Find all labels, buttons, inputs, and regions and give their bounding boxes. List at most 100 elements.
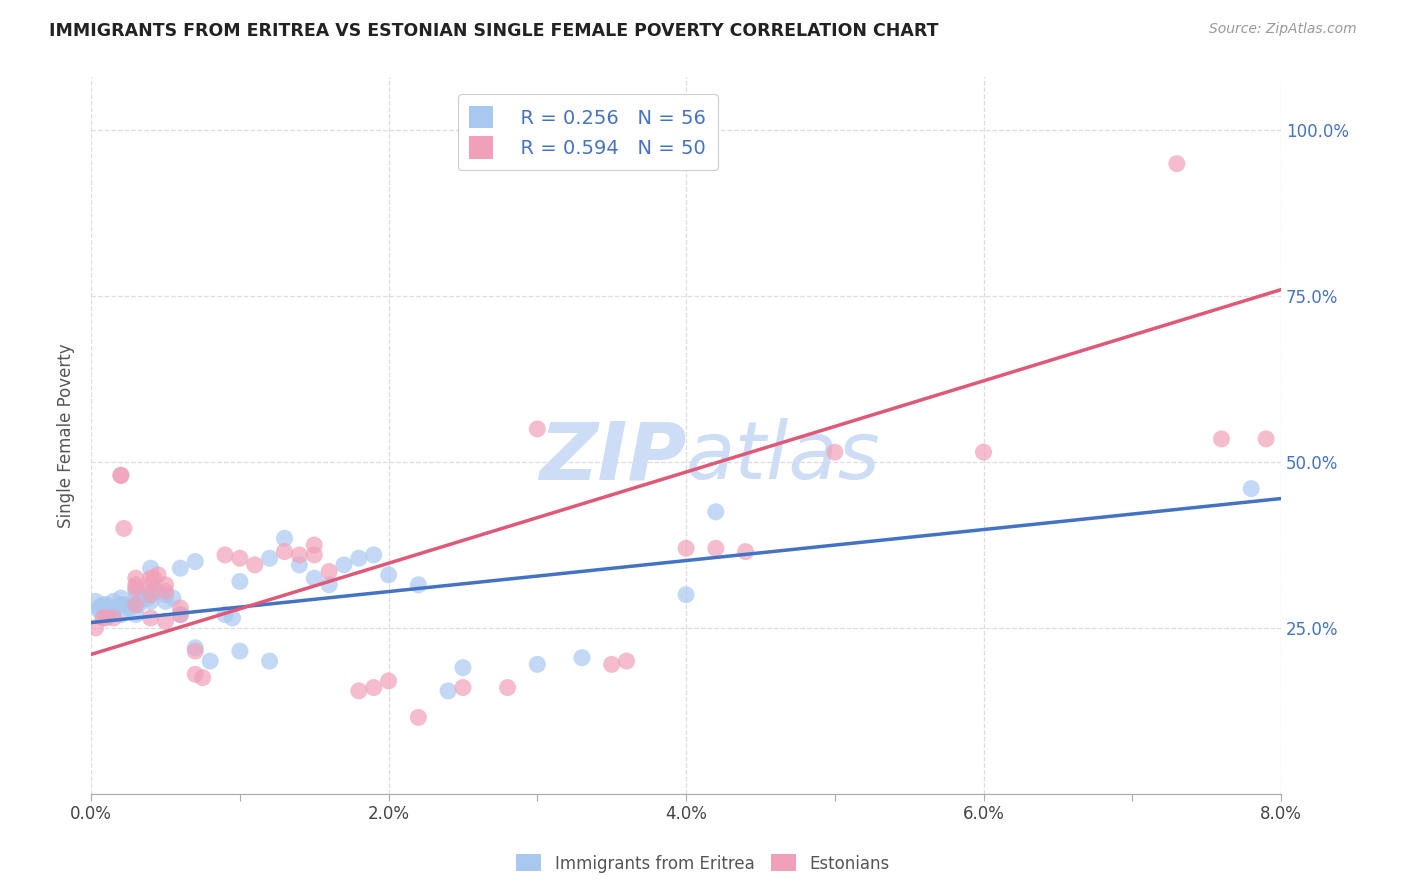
Point <box>94 611 117 625</box>
Text: Source: ZipAtlas.com: Source: ZipAtlas.com <box>1209 22 1357 37</box>
Point <box>128 598 150 612</box>
Point <box>1240 482 1263 496</box>
Point <box>973 445 995 459</box>
Point <box>169 561 191 575</box>
Point <box>142 571 165 585</box>
Point <box>139 584 162 599</box>
Point <box>318 565 340 579</box>
Point <box>155 614 177 628</box>
Point <box>125 607 148 622</box>
Point <box>139 561 162 575</box>
Point <box>1211 432 1233 446</box>
Point <box>734 544 756 558</box>
Point <box>363 681 385 695</box>
Point <box>229 644 252 658</box>
Point <box>132 591 155 605</box>
Point <box>214 607 236 622</box>
Point <box>117 601 139 615</box>
Point <box>162 591 184 605</box>
Point <box>103 604 125 618</box>
Point <box>110 591 132 605</box>
Point <box>675 541 697 556</box>
Point <box>616 654 638 668</box>
Point <box>496 681 519 695</box>
Point <box>273 544 295 558</box>
Point <box>94 607 117 622</box>
Point <box>198 654 221 668</box>
Point <box>526 657 548 672</box>
Point <box>675 588 697 602</box>
Point <box>155 594 177 608</box>
Point <box>125 584 148 599</box>
Point <box>221 611 243 625</box>
Point <box>526 422 548 436</box>
Point <box>214 548 236 562</box>
Point <box>110 607 132 622</box>
Point <box>146 584 169 599</box>
Point <box>169 601 191 615</box>
Point <box>600 657 623 672</box>
Point <box>347 551 370 566</box>
Point <box>155 578 177 592</box>
Point <box>91 611 114 625</box>
Point <box>146 567 169 582</box>
Point <box>824 445 846 459</box>
Point <box>155 584 177 599</box>
Point <box>437 684 460 698</box>
Point <box>377 673 399 688</box>
Point <box>87 601 110 615</box>
Point <box>139 578 162 592</box>
Point <box>112 521 135 535</box>
Point <box>191 671 214 685</box>
Point <box>704 505 727 519</box>
Point <box>110 468 132 483</box>
Point <box>288 558 311 572</box>
Point <box>302 571 325 585</box>
Point <box>408 710 430 724</box>
Legend: Immigrants from Eritrea, Estonians: Immigrants from Eritrea, Estonians <box>509 847 897 880</box>
Point <box>112 598 135 612</box>
Point <box>184 640 207 655</box>
Point <box>184 644 207 658</box>
Point <box>243 558 266 572</box>
Point <box>1166 156 1188 170</box>
Point <box>704 541 727 556</box>
Point <box>139 594 162 608</box>
Point <box>408 578 430 592</box>
Text: ZIP: ZIP <box>538 418 686 496</box>
Point <box>302 548 325 562</box>
Text: atlas: atlas <box>686 418 880 496</box>
Point <box>273 532 295 546</box>
Point <box>155 588 177 602</box>
Point <box>94 598 117 612</box>
Point <box>318 578 340 592</box>
Point <box>125 581 148 595</box>
Point <box>169 607 191 622</box>
Point <box>139 611 162 625</box>
Point <box>125 591 148 605</box>
Point <box>136 591 159 605</box>
Point <box>302 538 325 552</box>
Point <box>125 598 148 612</box>
Point <box>1254 432 1277 446</box>
Point <box>103 594 125 608</box>
Legend:   R = 0.256   N = 56,   R = 0.594   N = 50: R = 0.256 N = 56, R = 0.594 N = 50 <box>458 95 718 170</box>
Point <box>377 567 399 582</box>
Text: IMMIGRANTS FROM ERITREA VS ESTONIAN SINGLE FEMALE POVERTY CORRELATION CHART: IMMIGRANTS FROM ERITREA VS ESTONIAN SING… <box>49 22 939 40</box>
Point <box>571 650 593 665</box>
Point <box>139 571 162 585</box>
Point <box>84 621 107 635</box>
Point <box>451 681 474 695</box>
Point <box>125 598 148 612</box>
Point <box>229 574 252 589</box>
Point <box>169 607 191 622</box>
Point <box>110 468 132 483</box>
Point <box>98 601 121 615</box>
Point <box>125 578 148 592</box>
Point <box>100 607 122 622</box>
Point <box>139 588 162 602</box>
Point <box>347 684 370 698</box>
Point <box>84 594 107 608</box>
Point <box>333 558 356 572</box>
Point <box>288 548 311 562</box>
